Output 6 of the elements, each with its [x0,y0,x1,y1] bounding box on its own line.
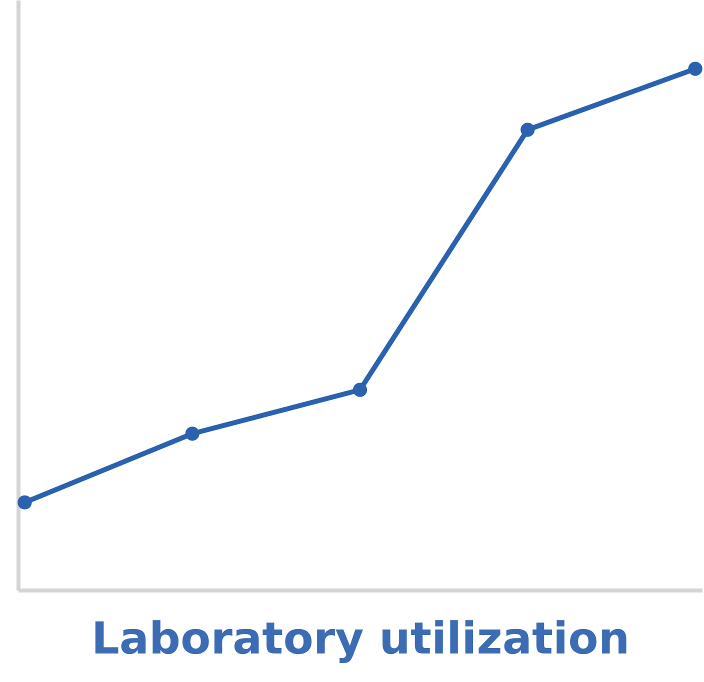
point [352,382,368,397]
x-axis-title: Laboratory utilization [91,614,630,664]
point [688,62,702,76]
point [18,495,32,510]
point [185,426,200,441]
point [520,122,535,137]
